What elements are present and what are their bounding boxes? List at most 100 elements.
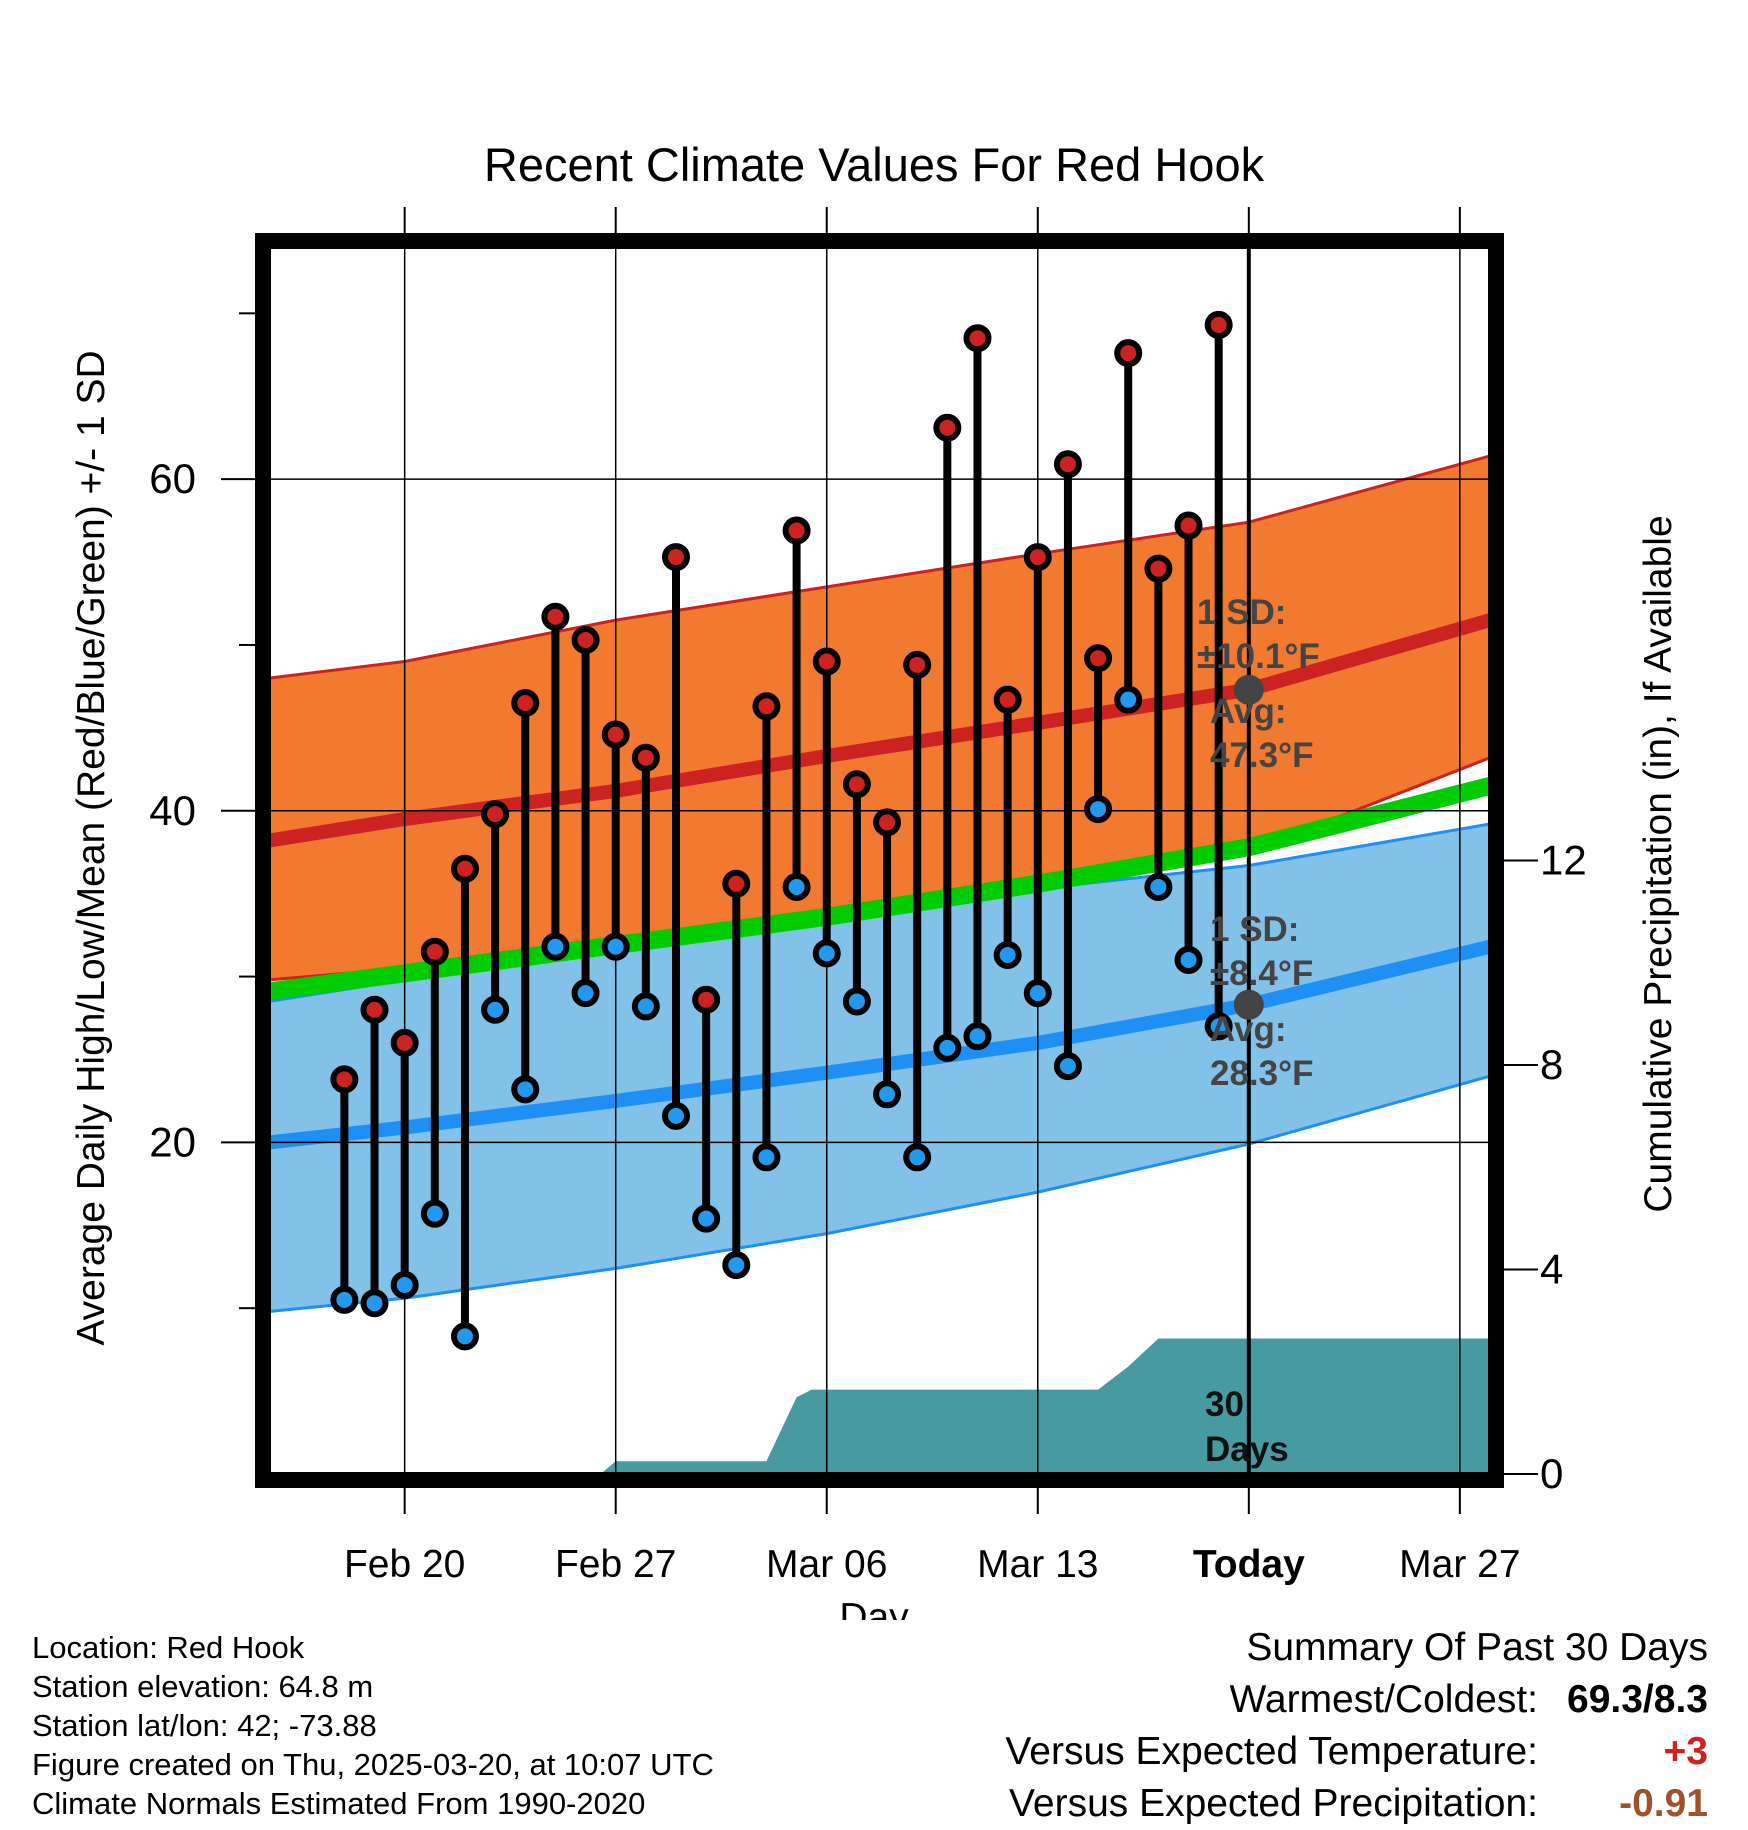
- daily-high-point: [360, 995, 389, 1024]
- daily-low-point: [993, 941, 1022, 970]
- daily-high-point: [873, 808, 902, 837]
- daily-low-point: [511, 1075, 540, 1104]
- daily-low-point: [842, 987, 871, 1016]
- summary-warmest-row: Warmest/Coldest: 69.3/8.3: [1005, 1674, 1708, 1726]
- elevation-text: Station elevation: 64.8 m: [32, 1669, 374, 1704]
- low-sd-label: 1 SD:: [1210, 910, 1299, 949]
- daily-high-point: [541, 602, 570, 631]
- low-avg-value: 28.3°F: [1210, 1054, 1314, 1093]
- x-tick-label: Feb 27: [555, 1543, 676, 1586]
- daily-low-point: [1114, 685, 1143, 714]
- y-axis-label: Average Daily High/Low/Mean (Red/Blue/Gr…: [70, 350, 113, 1345]
- y2-tick-label: 4: [1540, 1246, 1563, 1293]
- daily-low-point: [1084, 795, 1113, 824]
- summary-title: Summary Of Past 30 Days: [1246, 1626, 1708, 1669]
- daily-low-point: [601, 932, 630, 961]
- daily-low-point: [360, 1289, 389, 1318]
- daily-low-point: [631, 992, 660, 1021]
- location-text: Location: Red Hook: [32, 1630, 305, 1665]
- x-tick-label: Mar 06: [766, 1543, 887, 1586]
- plot-area: [269, 247, 1490, 1474]
- daily-low-point: [481, 995, 510, 1024]
- daily-low-point: [963, 1022, 992, 1051]
- daily-high-point: [782, 516, 811, 545]
- period-label-number: 30: [1205, 1385, 1244, 1424]
- high-avg-label: Avg:: [1210, 692, 1286, 731]
- daily-high-point: [933, 413, 962, 442]
- daily-low-point: [662, 1101, 690, 1130]
- low-avg-label: Avg:: [1210, 1010, 1286, 1049]
- normals-text: Climate Normals Estimated From 1990-2020: [32, 1786, 646, 1821]
- daily-low-point: [330, 1285, 359, 1314]
- station-info: Location: Red Hook Station elevation: 64…: [32, 1628, 714, 1823]
- daily-low-point: [812, 939, 841, 968]
- climate-chart: Recent Climate Values For Red Hook 1 SD:…: [70, 138, 1680, 1620]
- daily-high-point: [722, 869, 751, 898]
- x-tick-label: Mar 13: [977, 1543, 1098, 1586]
- daily-high-point: [1084, 644, 1113, 673]
- daily-high-point: [481, 800, 510, 829]
- y-tick-label: 20: [149, 1118, 196, 1165]
- daily-low-point: [541, 932, 570, 961]
- created-text: Figure created on Thu, 2025-03-20, at 10…: [32, 1747, 714, 1782]
- period-label-unit: Days: [1205, 1430, 1289, 1469]
- precip-anomaly-value: -0.91: [1619, 1782, 1708, 1825]
- daily-low-point: [571, 979, 600, 1008]
- daily-low-point: [1053, 1052, 1082, 1081]
- chart-title: Recent Climate Values For Red Hook: [484, 138, 1265, 191]
- daily-high-point: [1114, 339, 1143, 368]
- daily-high-point: [752, 692, 781, 721]
- latlon-text: Station lat/lon: 42; -73.88: [32, 1708, 377, 1743]
- daily-low-point: [692, 1204, 721, 1233]
- daily-high-point: [390, 1028, 419, 1057]
- y2-axis-label: Cumulative Precipitation (in), If Availa…: [1637, 515, 1680, 1212]
- x-tick-label: Today: [1193, 1543, 1305, 1586]
- daily-low-point: [873, 1080, 902, 1109]
- daily-high-point: [812, 647, 841, 676]
- daily-low-point: [420, 1199, 449, 1228]
- daily-low-point: [782, 873, 811, 902]
- warmest-label: Warmest/Coldest:: [1229, 1678, 1538, 1721]
- daily-low-point: [1174, 945, 1203, 974]
- normal-low-today-marker: [1233, 989, 1264, 1020]
- summary-panel: Summary Of Past 30 Days Warmest/Coldest:…: [1005, 1622, 1708, 1830]
- high-sd-label: 1 SD:: [1197, 593, 1286, 632]
- precip-anomaly-label: Versus Expected Precipitation:: [1009, 1782, 1538, 1825]
- daily-low-point: [1144, 873, 1173, 902]
- x-tick-label: Feb 20: [344, 1543, 465, 1586]
- precip-area: [269, 1338, 1490, 1474]
- summary-precip-row: Versus Expected Precipitation: -0.91: [1005, 1778, 1708, 1830]
- warmest-value: 69.3/8.3: [1567, 1678, 1708, 1721]
- daily-high-point: [1053, 450, 1082, 479]
- daily-high-point: [993, 685, 1022, 714]
- daily-low-point: [450, 1322, 479, 1351]
- daily-high-point: [903, 650, 932, 679]
- daily-high-point: [330, 1065, 359, 1094]
- temp-anomaly-label: Versus Expected Temperature:: [1005, 1730, 1538, 1773]
- x-axis-label: Day: [839, 1596, 909, 1620]
- daily-high-point: [963, 324, 992, 353]
- y2-tick-label: 0: [1540, 1450, 1563, 1497]
- daily-high-point: [631, 743, 660, 772]
- high-sd-value: ±10.1°F: [1197, 637, 1320, 676]
- y2-tick-label: 12: [1540, 837, 1587, 884]
- daily-high-point: [511, 688, 540, 717]
- daily-high-point: [842, 770, 871, 799]
- plot-frame: [255, 233, 1504, 1488]
- daily-high-point: [692, 985, 721, 1014]
- x-tick-label: Mar 27: [1399, 1543, 1520, 1586]
- high-avg-value: 47.3°F: [1210, 736, 1314, 775]
- daily-low-point: [933, 1033, 962, 1062]
- y2-tick-label: 8: [1540, 1041, 1563, 1088]
- daily-low-point: [903, 1143, 932, 1172]
- daily-high-point: [1023, 543, 1052, 572]
- daily-low-point: [390, 1270, 419, 1299]
- daily-low-point: [1204, 1012, 1233, 1041]
- daily-low-point: [722, 1251, 751, 1280]
- y-tick-label: 40: [149, 787, 196, 834]
- temp-anomaly-value: +3: [1663, 1730, 1708, 1773]
- low-sd-value: ±8.4°F: [1210, 954, 1313, 993]
- daily-high-point: [1204, 310, 1233, 339]
- summary-temp-row: Versus Expected Temperature: +3: [1005, 1726, 1708, 1778]
- daily-low-point: [752, 1143, 781, 1172]
